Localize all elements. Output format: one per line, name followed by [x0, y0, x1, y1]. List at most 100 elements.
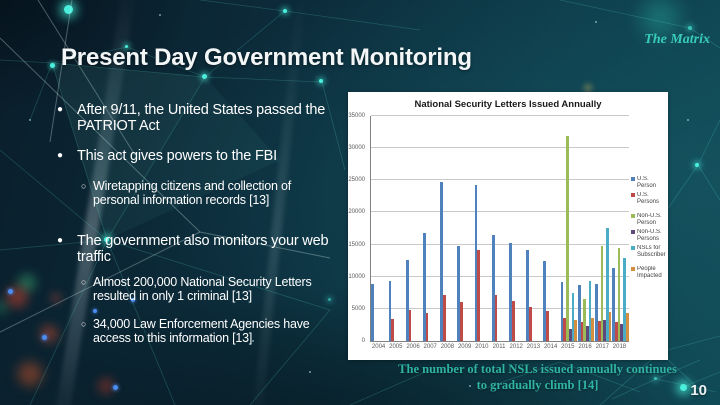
bar-2005: [391, 318, 395, 341]
bar-2014: [546, 310, 549, 341]
bar-2016: [583, 298, 587, 341]
bar-group: [388, 116, 405, 341]
x-tick-label: 2006: [406, 344, 420, 350]
bokeh-red: [18, 362, 42, 386]
bar-group: [491, 116, 508, 341]
bar-2017: [595, 283, 598, 341]
x-tick-label: 2015: [561, 344, 575, 350]
x-tick-label: 2007: [423, 344, 437, 350]
bullet-item: 34,000 Law Enforcement Agencies have acc…: [56, 317, 356, 345]
x-tick-label: 2010: [475, 344, 489, 350]
category-slot: [491, 116, 508, 341]
legend-label: U.S. Person NSLs (Not for Subscriber Inf…: [637, 176, 657, 189]
bar-2016: [588, 281, 592, 341]
bar-2009: [457, 245, 461, 341]
bar-2018: [615, 322, 618, 341]
category-slot: [509, 116, 526, 341]
bar-2016: [591, 317, 595, 341]
category-slot: [474, 116, 491, 341]
slide-title: Present Day Government Monitoring: [61, 44, 472, 71]
bar-2005: [388, 280, 392, 341]
bar-2014: [543, 261, 547, 341]
x-tick-label: 2017: [595, 344, 609, 350]
y-tick-label: 25000: [348, 177, 365, 184]
chart-card: National Security Letters Issued Annuall…: [348, 92, 668, 360]
bar-group: [509, 116, 525, 341]
bar-2016: [577, 285, 581, 341]
chart-caption: The number of total NSLs issued annually…: [398, 362, 677, 393]
bar-2015: [571, 293, 575, 341]
bullet-item: After 9/11, the United States passed the…: [56, 102, 356, 134]
legend-entry: Non-U.S. Persons Impacted by NSLs: [631, 229, 667, 242]
category-slot: [405, 116, 422, 341]
bar-2015: [566, 135, 569, 341]
page-number: 10: [690, 382, 707, 399]
category-slot: [423, 116, 440, 341]
bar-2015: [560, 281, 564, 341]
legend-swatch: [631, 193, 635, 197]
network-node: [328, 298, 331, 301]
bar-group: [577, 116, 595, 341]
bar-group: [543, 116, 559, 341]
y-tick-label: 20000: [348, 209, 365, 216]
network-node: [283, 9, 287, 13]
chart-x-axis: 2004 2005 2006 2007 2008 2009 2010 2011 2012 2013…: [370, 344, 628, 350]
legend-entry: U.S. Persons Impacted by NSLs: [631, 192, 667, 205]
bullet-item: This act gives powers to the FBI: [56, 148, 356, 164]
y-tick-label: 5000: [351, 305, 365, 312]
y-tick-label: 10000: [348, 273, 365, 280]
gridline: [371, 147, 629, 149]
network-node: [654, 377, 657, 380]
chart-y-axis: 0 5000 10000 15000 20000 25000 30000 35000: [348, 113, 367, 344]
network-node: [688, 26, 692, 30]
y-tick-label: 35000: [348, 113, 365, 119]
bar-2012: [511, 301, 515, 341]
x-tick-label: 2011: [492, 344, 506, 350]
bar-group: [474, 116, 491, 341]
bar-2006: [405, 260, 409, 341]
gridline: [371, 211, 629, 213]
bullet-marker-icon: [81, 317, 86, 331]
bokeh-blue: [93, 309, 97, 313]
category-slot: [457, 116, 474, 341]
bokeh-green: [0, 300, 8, 314]
legend-entry: Non-U.S. Person NSLs (Not for Subscriber…: [631, 213, 667, 226]
x-tick-label: 2005: [389, 344, 403, 350]
bar-2009: [460, 301, 463, 341]
bar-2011: [491, 234, 495, 341]
bullet-marker-icon: [57, 233, 63, 249]
gridline: [371, 243, 629, 245]
category-slot: [388, 116, 405, 341]
bullet-text: After 9/11, the United States passed the…: [77, 102, 326, 134]
category-slot: [371, 116, 388, 341]
bullet-item: Almost 200,000 National Security Letters…: [56, 275, 356, 303]
network-node: [680, 384, 687, 391]
bar-group: [440, 116, 456, 341]
bar-2007: [423, 233, 426, 341]
legend-entry: People Impacted by Subscriber Info NSLs: [631, 266, 667, 279]
bar-2017: [603, 320, 606, 341]
bullet-text: 34,000 Law Enforcement Agencies have acc…: [93, 317, 310, 345]
legend-label: NSLs for Subscriber Info Only: [637, 245, 666, 258]
bar-2017: [605, 227, 609, 341]
y-tick-label: 15000: [348, 241, 365, 248]
y-tick-label: 30000: [348, 145, 365, 152]
bar-group: [560, 116, 577, 341]
bar-group: [595, 116, 612, 341]
bokeh-blue: [113, 385, 118, 390]
bullet-text: Almost 200,000 National Security Letters…: [93, 275, 312, 303]
bokeh-blue: [131, 298, 135, 302]
category-slot: [560, 116, 577, 341]
x-tick-label: 2016: [578, 344, 592, 350]
bullet-list: After 9/11, the United States passed the…: [56, 102, 356, 345]
legend-label: U.S. Persons Impacted by NSLs: [637, 192, 660, 205]
legend-swatch: [631, 177, 635, 181]
x-tick-label: 2014: [543, 344, 558, 350]
bar-2016: [586, 326, 589, 341]
bullet-text: The government also monitors your web tr…: [77, 233, 329, 265]
bullet-marker-icon: [57, 102, 63, 118]
legend-swatch: [631, 246, 635, 250]
bokeh-gold: [584, 84, 592, 92]
